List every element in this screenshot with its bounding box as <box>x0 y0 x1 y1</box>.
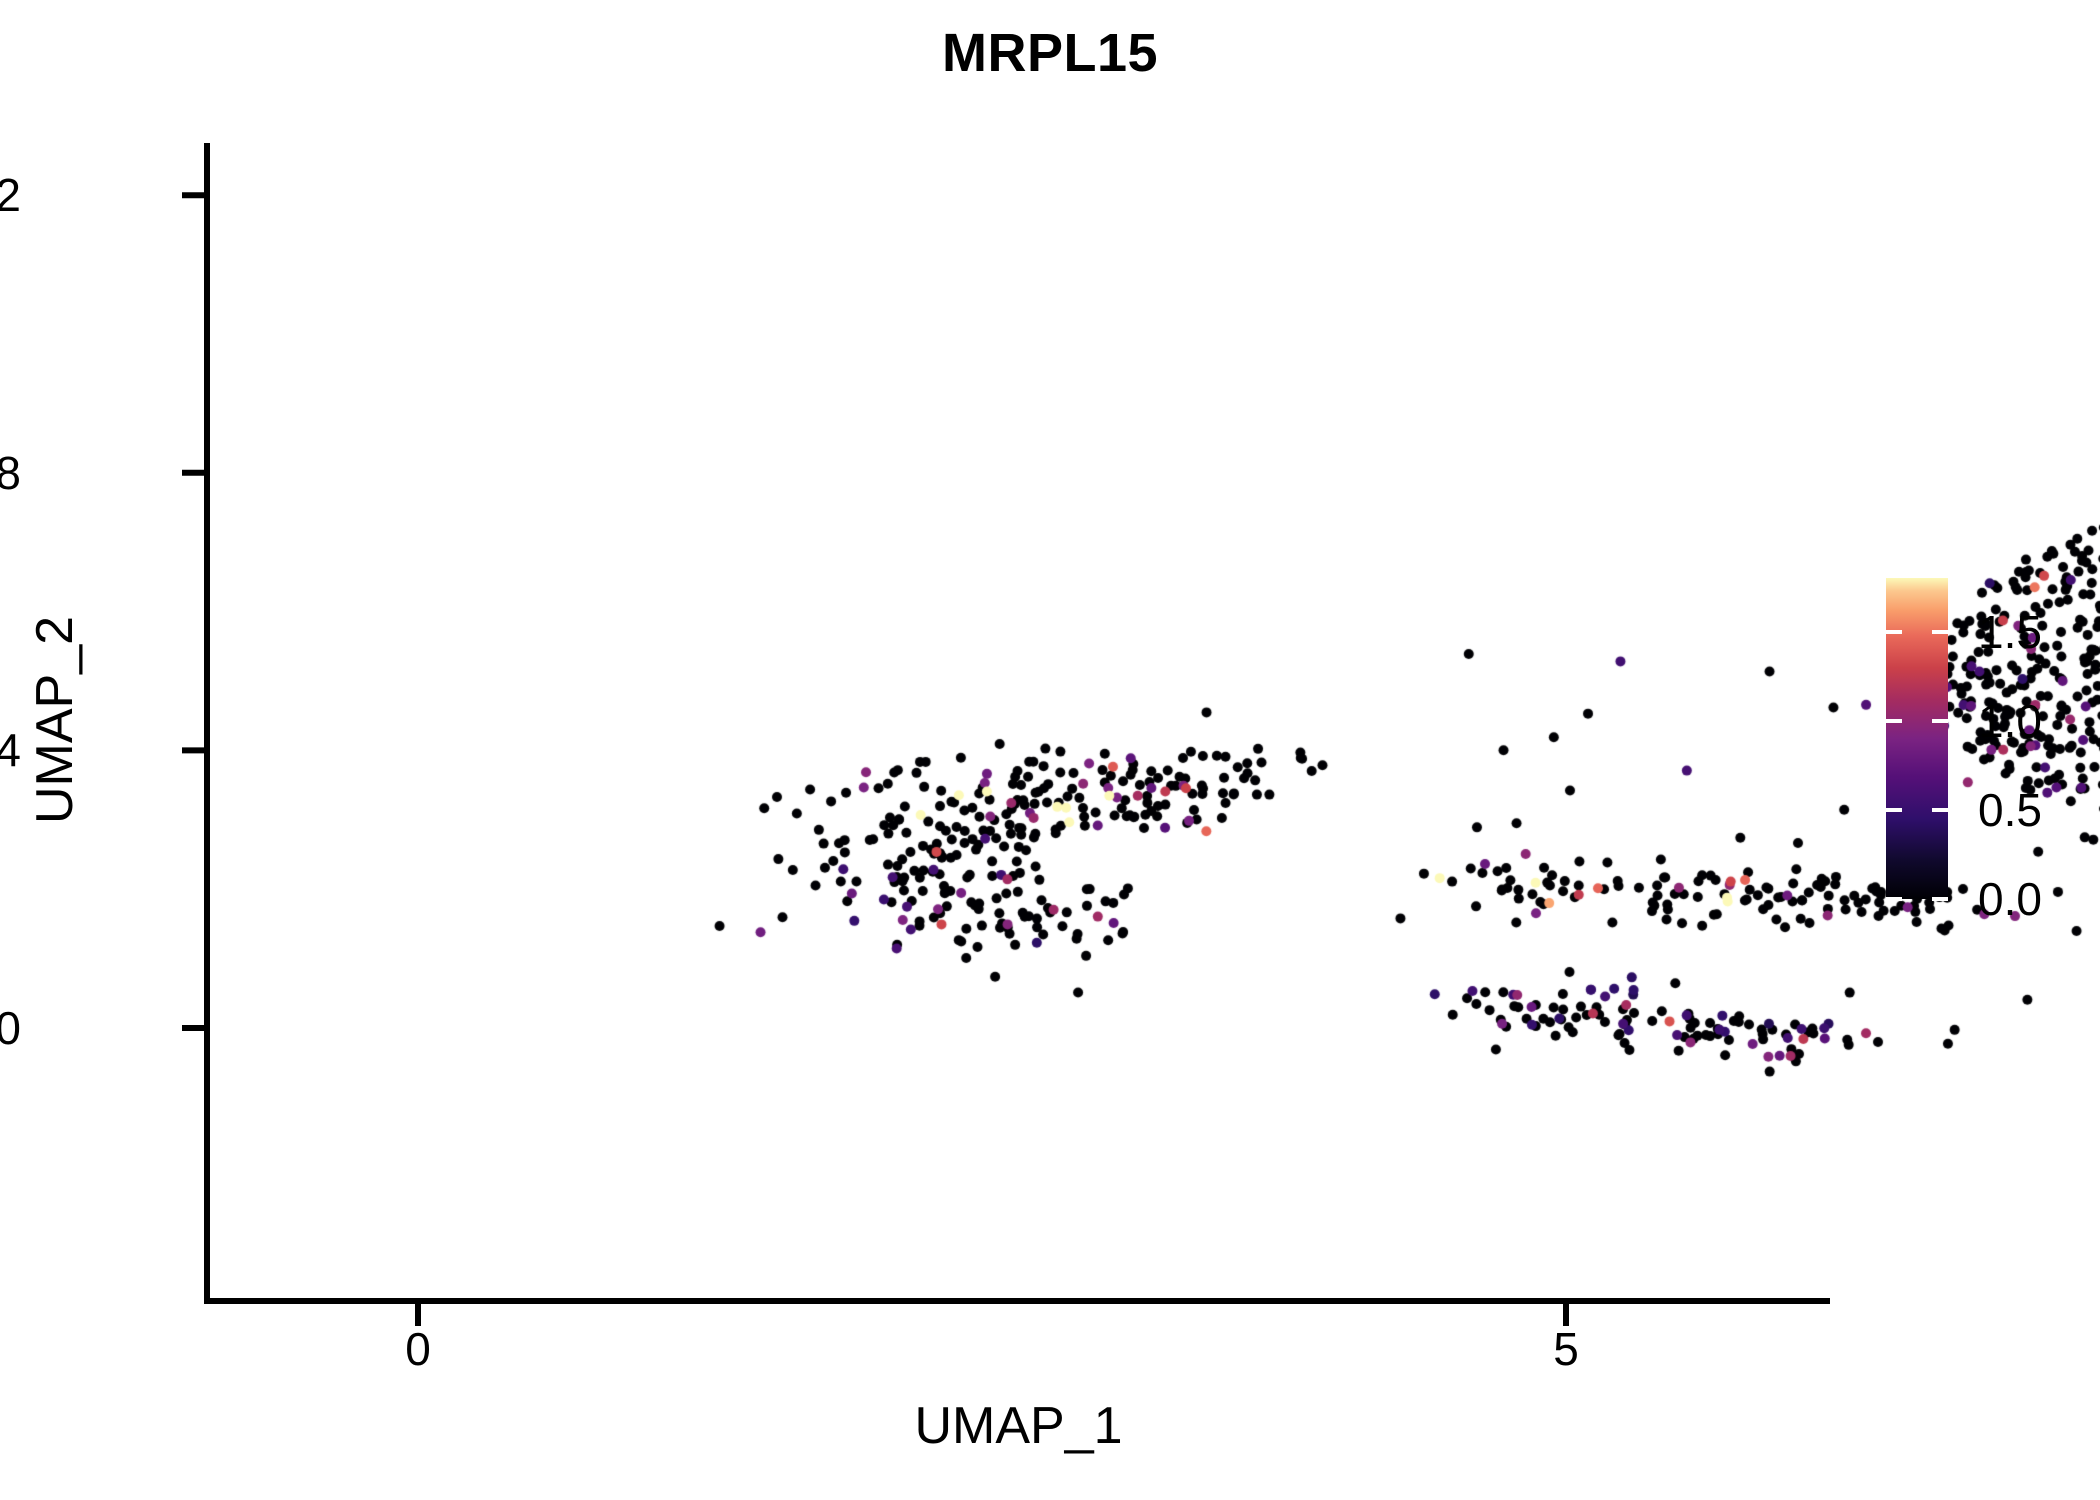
y-tick-label: 8 <box>0 446 21 499</box>
colorbar-tick <box>1932 629 1948 634</box>
colorbar-tick <box>1932 718 1948 723</box>
colorbar-tick-label: 0.0 <box>1978 873 2042 925</box>
colorbar-tick <box>1932 897 1948 901</box>
colorbar-tick <box>1886 897 1902 901</box>
colorbar <box>1886 578 1948 899</box>
y-tick-label: 4 <box>0 724 21 777</box>
y-tick-label: 0 <box>0 1002 21 1054</box>
colorbar-tick <box>1932 807 1948 812</box>
colorbar-tick <box>1886 629 1902 634</box>
tick-marks <box>182 192 1569 1326</box>
colorbar-tick <box>1886 807 1902 812</box>
x-tick-label: 5 <box>1553 1323 1579 1375</box>
colorbar-tick-label: 0.5 <box>1978 783 2042 836</box>
colorbar-tick <box>1886 718 1902 723</box>
y-tick-label: 12 <box>0 169 21 222</box>
y-axis-label: UMAP_2 <box>26 615 84 825</box>
colorbar-tick-label: 1.5 <box>1978 605 2042 658</box>
x-tick-label: 0 <box>405 1323 431 1375</box>
colorbar-tick-label: 1.0 <box>1978 694 2042 747</box>
x-axis-label: UMAP_1 <box>914 1397 1123 1455</box>
